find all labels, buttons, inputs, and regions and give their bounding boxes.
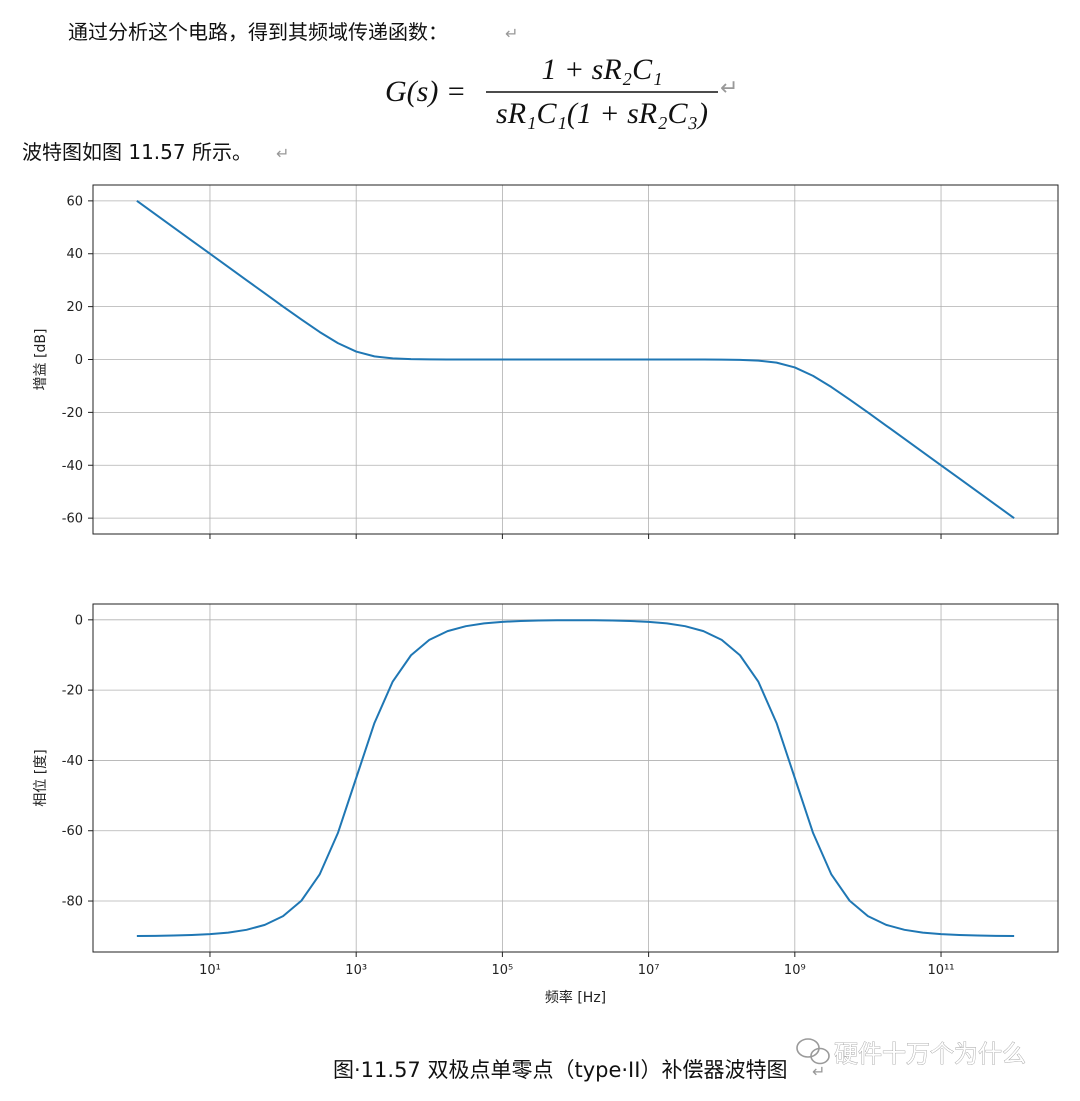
watermark: 硬件十万个为什么 [834, 1040, 1026, 1068]
paragraph-mark: ↵ [812, 1062, 825, 1081]
y-tick-label: -60 [62, 824, 83, 839]
y-tick-label: 60 [66, 194, 83, 209]
y-tick-label: -60 [62, 512, 83, 527]
paragraph-mark: ↵ [276, 144, 289, 163]
plot-frame [92, 603, 1059, 953]
x-tick-label: 10⁷ [638, 963, 660, 978]
data-line [136, 619, 1015, 937]
y-tick-label: 0 [75, 353, 83, 368]
y-tick-label: -40 [62, 754, 83, 769]
plot-frame [92, 184, 1059, 535]
x-tick-label: 10¹ [199, 963, 221, 978]
y-axis-label: 增益 [dB] [33, 329, 49, 391]
y-tick-label: 20 [66, 300, 83, 315]
paragraph: 通过分析这个电路，得到其频域传递函数： [68, 20, 448, 44]
y-tick-label: -40 [62, 459, 83, 474]
formula-lhs: G(s) = [385, 75, 466, 108]
watermark-icon [796, 1038, 830, 1065]
paragraph-mark: ↵ [505, 24, 518, 43]
y-tick-label: 40 [66, 247, 83, 262]
y-tick-label: 0 [75, 613, 83, 628]
y-tick-label: -20 [62, 684, 83, 699]
y-axis-label: 相位 [度] [33, 749, 49, 806]
formula-denominator: sR₁C₁(1 + sR₂C₃) [496, 97, 708, 130]
x-tick-label: 10³ [345, 963, 367, 978]
formula-numerator: 1 + sR₂C₁ [541, 53, 662, 86]
x-tick-label: 10⁹ [784, 963, 806, 978]
paragraph: 波特图如图 11.57 所示。 [22, 140, 252, 164]
paragraph-mark: ↵ [720, 76, 738, 101]
x-axis-label: 频率 [Hz] [545, 989, 606, 1006]
x-tick-label: 10⁵ [492, 963, 514, 978]
y-tick-label: -20 [62, 406, 83, 421]
x-tick-label: 10¹¹ [928, 963, 955, 978]
plot: 10¹ 10³ 10⁵ 10⁷ 10⁹ 10¹¹ -80 -60 -40 -20 0 相位 [度] 频率… [33, 603, 1059, 1006]
caption: 图·11.57 双极点单零点（type·II）补偿器波特图 [333, 1058, 787, 1082]
y-tick-label: -80 [62, 895, 83, 910]
plot: -60 -40 -20 0 20 40 60 增益 [dB] [33, 184, 1059, 539]
data-line [136, 200, 1015, 519]
